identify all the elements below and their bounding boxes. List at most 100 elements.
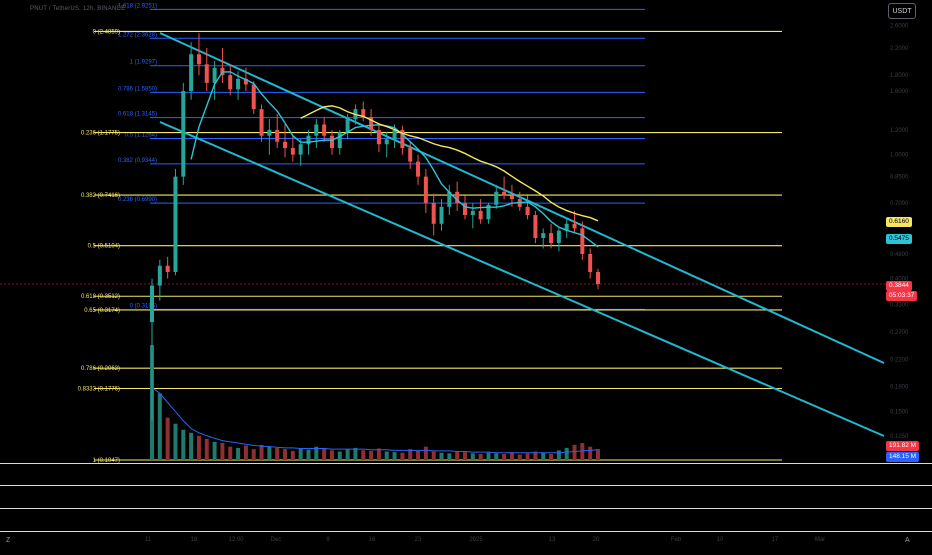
volume-bar — [376, 448, 381, 460]
volume-bar — [259, 444, 264, 460]
separator-1 — [0, 463, 932, 464]
volume-bar — [220, 443, 225, 460]
channel-lower-line — [159, 121, 885, 437]
volume-bar — [400, 452, 405, 460]
candle-body — [549, 233, 554, 244]
candle-body — [267, 129, 272, 136]
volume-bar — [212, 441, 217, 460]
volume-bar — [549, 453, 554, 460]
volume-bar — [290, 450, 295, 460]
symbol-title: PNUT / TetherUS, 12h, BINANCE — [30, 6, 126, 12]
candle-body — [596, 272, 600, 285]
y-tick-label: 0.8500 — [890, 175, 909, 181]
volume-bar — [353, 447, 358, 460]
volume-bar — [525, 453, 530, 460]
volume-bar — [439, 452, 444, 460]
ma-fast-line — [190, 71, 599, 248]
candle-body — [337, 132, 342, 149]
candle-body — [408, 148, 413, 162]
price-tag-ma-slow: 0.6160 — [886, 217, 912, 227]
x-tick-label: 11 — [145, 537, 152, 543]
candle-body — [243, 78, 248, 85]
x-tick-label: 9 — [326, 537, 330, 543]
candle-body — [376, 129, 381, 145]
volume-bar — [275, 447, 280, 460]
candle-body — [306, 135, 311, 145]
fib-yellow-label: 0.382 (0.7416) — [81, 193, 120, 199]
fib-blue-label: 1.272 (2.3628) — [118, 32, 157, 38]
volume-bar — [596, 449, 600, 460]
fib-blue-label: 1 (1.9297) — [130, 60, 157, 66]
candle-body — [392, 129, 397, 140]
candle-body — [369, 117, 374, 130]
volume-tag: 191.82 M — [886, 441, 920, 451]
candle-body — [259, 109, 264, 136]
volume-bar — [236, 447, 241, 460]
volume-bar — [298, 448, 303, 460]
volume-bar — [243, 445, 248, 460]
volume-bar — [517, 454, 522, 460]
price-tag-ma-fast: 0.5475 — [886, 234, 912, 244]
candle-body — [196, 54, 201, 65]
volume-ma-tag: 148.15 M — [886, 452, 920, 462]
volume-bar — [408, 449, 413, 460]
y-tick-label: 1.2000 — [890, 128, 909, 134]
volume-bar — [306, 449, 311, 460]
price-tag-last: 0.3844 — [886, 281, 912, 291]
y-tick-label: 1.6000 — [890, 89, 909, 95]
fib-blue-label: 0.5 (1.1264) — [125, 133, 157, 139]
currency-button[interactable]: USDT — [888, 3, 916, 19]
volume-bar — [345, 449, 350, 460]
candle-body — [564, 223, 569, 231]
volume-bar — [541, 452, 546, 460]
candle-body — [298, 144, 303, 155]
volume-bar — [392, 452, 397, 460]
candle-body — [556, 230, 561, 244]
volume-bar — [447, 453, 452, 460]
volume-bar — [181, 429, 186, 460]
fib-yellow-label: 0.5 (0.5104) — [88, 244, 120, 250]
candle-body — [455, 191, 460, 203]
x-tick-label: 17 — [772, 537, 779, 543]
candle-body — [486, 204, 491, 220]
fib-blue-label: 0.618 (1.3145) — [118, 112, 157, 118]
volume-bar — [462, 452, 467, 460]
zoom-icon[interactable]: Z — [6, 537, 11, 544]
candle-body — [236, 78, 241, 90]
separator-3 — [0, 508, 932, 509]
candle-body — [290, 148, 295, 155]
volume-bar — [470, 453, 475, 460]
candle-body — [525, 206, 530, 216]
candle-body — [173, 176, 178, 273]
x-tick-label: 2025 — [469, 537, 483, 543]
volume-bar — [502, 453, 507, 460]
candle-body — [283, 141, 288, 149]
candle-body — [251, 84, 256, 110]
candle-body — [588, 253, 593, 273]
y-tick-label: 0.4800 — [890, 252, 909, 258]
x-tick-label: 10 — [717, 537, 724, 543]
fib-yellow-label: 0.786 (0.2063) — [81, 366, 120, 372]
y-tick-label: 0.3300 — [890, 303, 909, 309]
volume-bar — [314, 446, 319, 460]
volume-bar — [572, 444, 577, 460]
x-tick-label: 20 — [593, 537, 600, 543]
candle-body — [204, 64, 209, 83]
fib-blue-label: 0.236 (0.6990) — [118, 197, 157, 203]
volume-bar — [283, 449, 288, 460]
y-tick-label: 1.0000 — [890, 153, 909, 159]
auto-scale-icon[interactable]: A — [905, 537, 910, 544]
candle-body — [157, 265, 162, 286]
candle-body — [509, 195, 514, 200]
x-tick-label: 23 — [415, 537, 422, 543]
volume-bar — [189, 432, 194, 460]
y-tick-label: 0.1250 — [890, 434, 909, 440]
candle-body — [361, 109, 366, 118]
volume-bar — [196, 435, 201, 460]
x-tick-label: 13 — [549, 537, 556, 543]
volume-bar — [580, 443, 585, 460]
volume-bar — [533, 451, 538, 460]
candle-body — [541, 233, 546, 239]
